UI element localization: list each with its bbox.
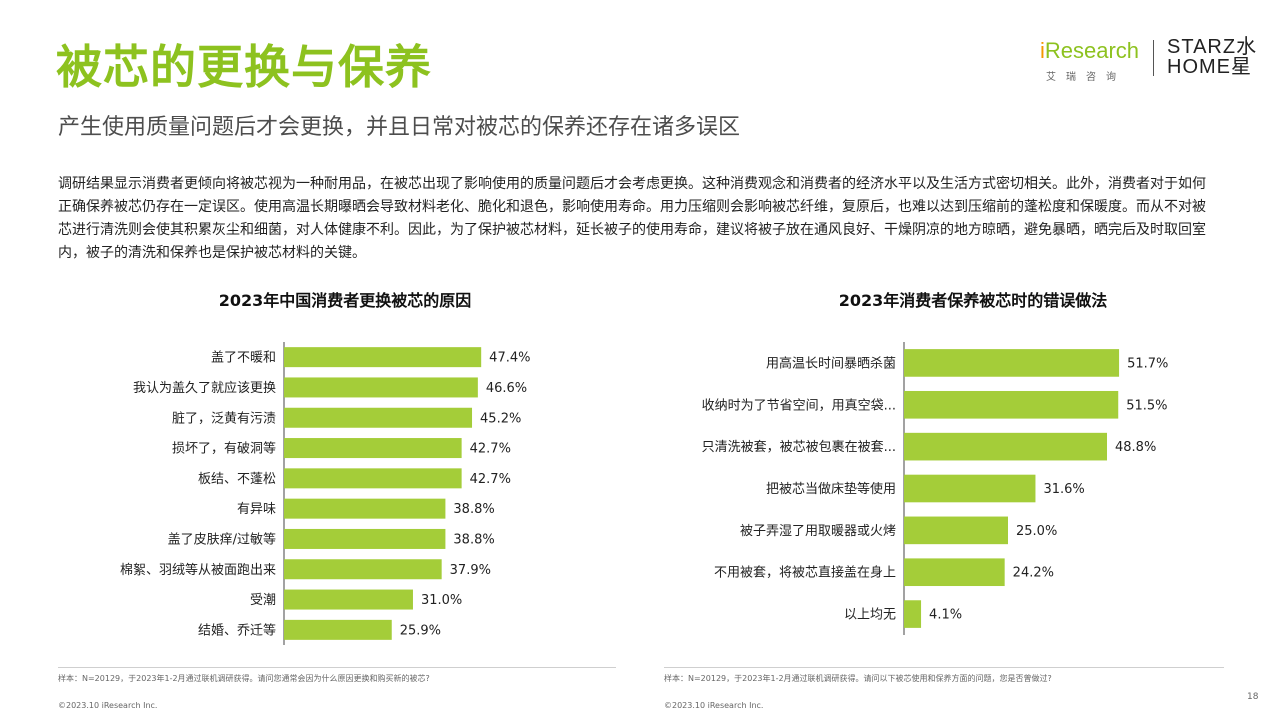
partner-logo: STARZ水 HOME星 bbox=[1167, 37, 1257, 77]
chart-value-label: 25.0% bbox=[1016, 524, 1057, 539]
chart-bar bbox=[904, 390, 1119, 419]
chart-bar bbox=[904, 432, 1108, 461]
chart-bar bbox=[284, 589, 413, 610]
footnote-divider-left bbox=[58, 667, 616, 668]
chart-bar bbox=[284, 619, 392, 640]
page-title: 被芯的更换与保养 bbox=[56, 40, 432, 94]
chart-value-label: 38.8% bbox=[453, 532, 494, 547]
chart-value-label: 37.9% bbox=[450, 563, 491, 578]
chart-category-label: 受潮 bbox=[250, 593, 276, 608]
chart-bar bbox=[284, 528, 446, 549]
chart-category-label: 板结、不蓬松 bbox=[198, 472, 276, 487]
chart-bar bbox=[284, 377, 478, 398]
chart-bar bbox=[904, 474, 1036, 503]
chart-value-label: 4.1% bbox=[929, 608, 962, 623]
chart-category-label: 用高温长时间暴晒杀菌 bbox=[766, 355, 896, 371]
chart-value-label: 31.0% bbox=[421, 593, 462, 608]
chart-category-label: 盖了皮肤痒/过敏等 bbox=[168, 531, 276, 547]
chart-value-label: 48.8% bbox=[1115, 440, 1156, 455]
chart-bar bbox=[904, 600, 922, 628]
chart-bar bbox=[284, 559, 442, 580]
chart-bar bbox=[904, 558, 1005, 587]
chart-bar bbox=[284, 468, 462, 489]
chart-category-label: 结婚、乔迁等 bbox=[198, 622, 276, 638]
iresearch-logo-prefix: i bbox=[1040, 38, 1045, 63]
copyright-right: ©2023.10 iResearch Inc. bbox=[664, 701, 764, 710]
chart-category-label: 被子弄湿了用取暖器或火烤 bbox=[740, 524, 896, 539]
chart-category-label: 收纳时为了节省空间，用真空袋... bbox=[702, 398, 896, 413]
chart-bar bbox=[904, 349, 1120, 377]
chart-bar bbox=[284, 347, 482, 368]
chart-value-label: 45.2% bbox=[480, 411, 521, 426]
chart-title-right: 2023年消费者保养被芯时的错误做法 bbox=[838, 291, 1108, 310]
chart-category-label: 以上均无 bbox=[844, 608, 896, 623]
page-number: 18 bbox=[1247, 692, 1259, 702]
chart-category-label: 不用被套，将被芯直接盖在身上 bbox=[714, 565, 896, 581]
copyright-left: ©2023.10 iResearch Inc. bbox=[58, 701, 158, 710]
footnote-divider-right bbox=[664, 667, 1224, 668]
iresearch-logo-sub: 艾瑞咨询 bbox=[1046, 72, 1126, 83]
logo-divider bbox=[1153, 40, 1154, 76]
chart-bar bbox=[904, 516, 1008, 545]
chart-value-label: 46.6% bbox=[486, 381, 527, 396]
chart-category-label: 损坏了，有破洞等 bbox=[172, 441, 276, 457]
chart-wrong-practices: 用高温长时间暴晒杀菌 51.7% 收纳时为了节省空间，用真空袋... 51.5% 只清洗… bbox=[702, 342, 1168, 635]
chart-reasons-replace: 盖了不暖和 47.4% 我认为盖久了就应该更换 46.6% 脏了，泛黄有污渍 45.2% 损… bbox=[120, 342, 530, 645]
chart-category-label: 把被芯当做床垫等使用 bbox=[766, 481, 896, 497]
chart-value-label: 25.9% bbox=[400, 623, 441, 638]
body-paragraph: 调研结果显示消费者更倾向将被芯视为一种耐用品，在被芯出现了影响使用的质量问题后才… bbox=[58, 176, 1206, 261]
iresearch-logo-wordmark: iResearch bbox=[1040, 38, 1139, 64]
chart-category-label: 盖了不暖和 bbox=[211, 351, 276, 366]
chart-value-label: 47.4% bbox=[489, 351, 530, 366]
chart-value-label: 42.7% bbox=[470, 442, 511, 457]
chart-category-label: 有异味 bbox=[237, 502, 276, 517]
chart-bar bbox=[284, 498, 446, 519]
chart-title-left: 2023年中国消费者更换被芯的原因 bbox=[218, 291, 472, 310]
chart-value-label: 24.2% bbox=[1013, 566, 1054, 581]
iresearch-logo: iResearch 艾瑞咨询 bbox=[1040, 38, 1140, 88]
iresearch-logo-main: Research bbox=[1044, 38, 1140, 63]
chart-category-label: 棉絮、羽绒等从被面跑出来 bbox=[120, 562, 276, 578]
chart-category-label: 我认为盖久了就应该更换 bbox=[133, 380, 276, 396]
chart-value-label: 51.7% bbox=[1127, 356, 1168, 371]
page-subtitle: 产生使用质量问题后才会更换，并且日常对被芯的保养还存在诸多误区 bbox=[58, 115, 741, 140]
chart-value-label: 38.8% bbox=[453, 502, 494, 517]
chart-bar bbox=[284, 438, 462, 459]
chart-value-label: 31.6% bbox=[1043, 482, 1084, 497]
footnote-left: 样本：N=20129，于2023年1-2月通过联机调研获得。请问您通常会因为什么… bbox=[58, 674, 430, 683]
partner-logo-line1: STARZ水 bbox=[1167, 36, 1258, 58]
partner-logo-line2: HOME星 bbox=[1167, 56, 1252, 78]
chart-category-label: 只清洗被套，被芯被包裹在被套... bbox=[702, 439, 896, 455]
chart-category-label: 脏了，泛黄有污渍 bbox=[172, 411, 276, 426]
chart-value-label: 42.7% bbox=[470, 472, 511, 487]
chart-bar bbox=[284, 407, 473, 428]
chart-value-label: 51.5% bbox=[1126, 398, 1167, 413]
footnote-right: 样本：N=20129，于2023年1-2月通过联机调研获得。请问以下被芯使用和保… bbox=[664, 674, 1052, 683]
